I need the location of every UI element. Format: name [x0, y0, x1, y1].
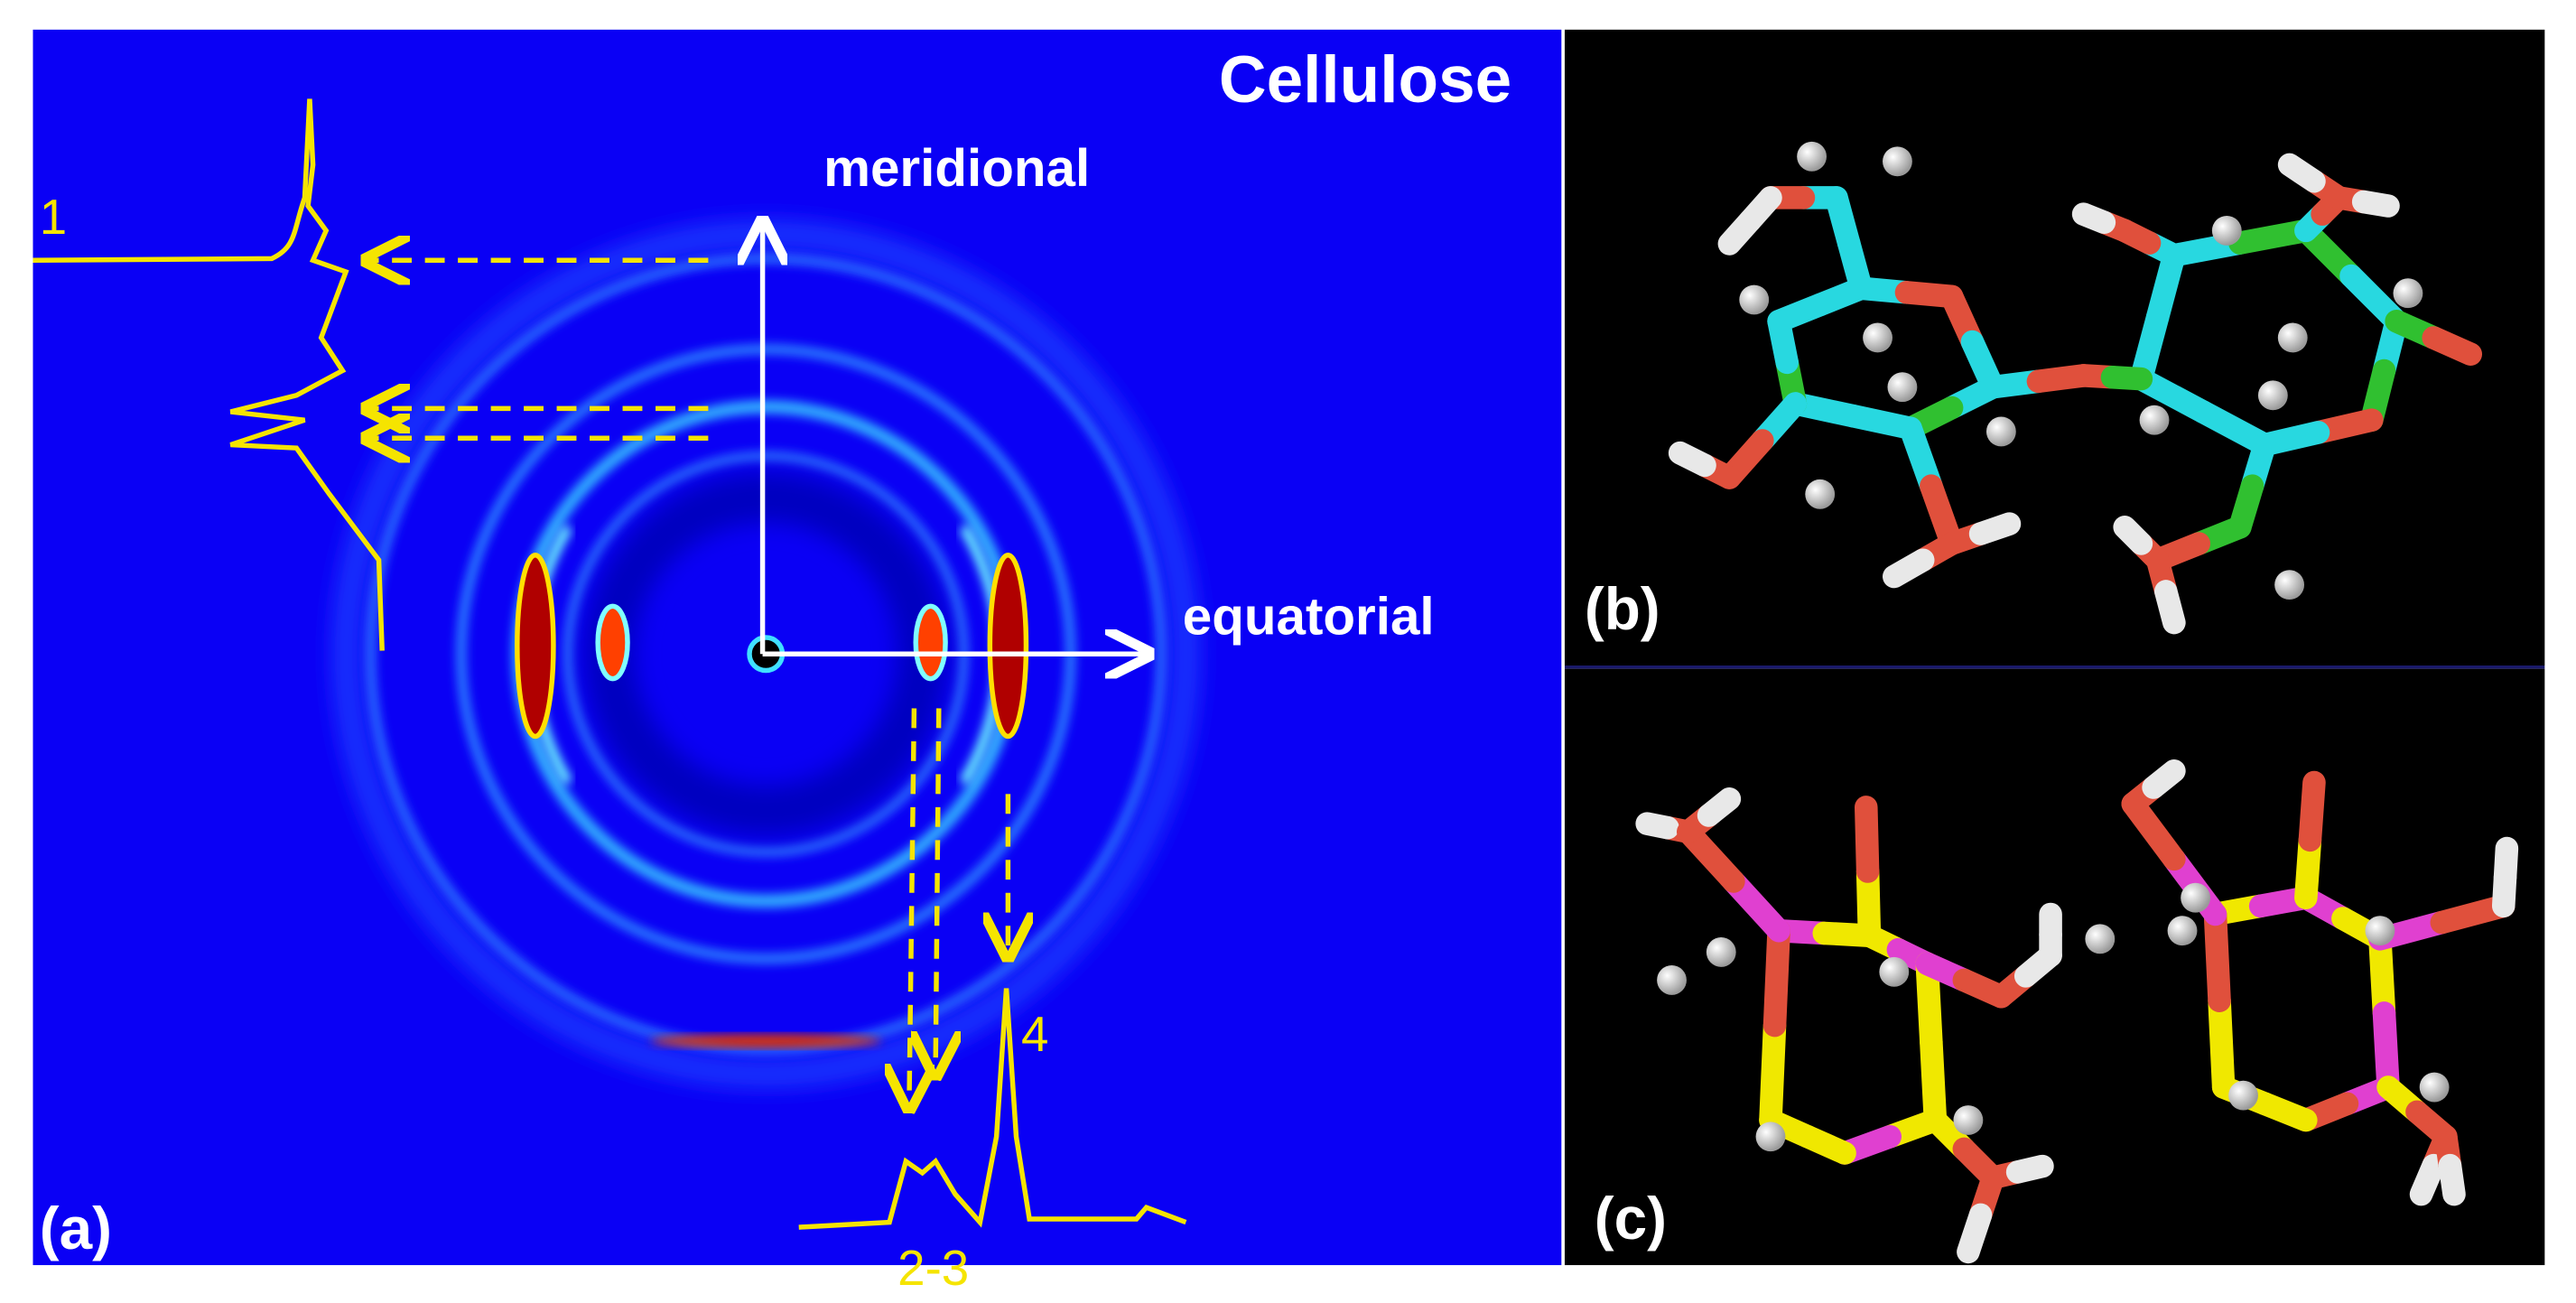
hydrogen: [1805, 479, 1836, 509]
bond: [1635, 812, 1679, 840]
bond: [2409, 1153, 2445, 1206]
bond: [2493, 836, 2519, 889]
label: equatorial: [1183, 587, 1435, 646]
bond: [2277, 153, 2326, 193]
axes-arrows: [763, 226, 1145, 654]
molecule-b: [1668, 141, 2483, 635]
shape: [595, 603, 630, 682]
shape: [33, 98, 385, 651]
label: 1: [40, 189, 67, 245]
bond: [2071, 202, 2116, 235]
bond: [1762, 918, 1790, 1038]
bond: [2351, 190, 2400, 218]
hydrogen: [2139, 405, 2170, 435]
label: (c): [1595, 1186, 1667, 1252]
shape: [650, 1034, 881, 1048]
hydrogen: [1985, 416, 2016, 447]
hydrogen: [2257, 380, 2288, 411]
bond: [2129, 367, 2215, 423]
bond: [2113, 515, 2153, 555]
hydrogen: [1657, 965, 1687, 995]
shape: [913, 603, 948, 682]
bond: [1968, 512, 2022, 545]
bond: [2142, 759, 2186, 799]
hydrogen: [2274, 570, 2305, 600]
bond: [1668, 441, 1716, 478]
bond: [2191, 400, 2277, 457]
shape: [515, 553, 556, 740]
hydrogen: [2085, 924, 2116, 954]
hydrogen: [1863, 322, 1892, 353]
bond: [1883, 548, 1935, 589]
hydrogen: [2277, 322, 2308, 353]
bond: [1957, 1203, 1993, 1264]
bond: [2203, 902, 2231, 1013]
hydrogen: [2228, 1080, 2258, 1111]
bond: [2438, 1153, 2466, 1206]
bond: [2208, 989, 2236, 1099]
hydrogen: [2393, 278, 2423, 309]
label: Cellulose: [1219, 43, 1511, 116]
divider: [1564, 665, 2545, 669]
hydrogen: [1887, 372, 1918, 403]
bond: [1717, 209, 1762, 256]
bond: [1915, 952, 1943, 1054]
hydrogen: [2167, 916, 2198, 946]
yellow-guides: [370, 260, 1008, 1103]
bond: [1920, 1030, 1948, 1132]
bond: [2298, 770, 2326, 852]
bond: [1855, 796, 1880, 883]
hydrogen: [2419, 1072, 2450, 1103]
hydrogen: [2181, 882, 2211, 913]
hydrogen: [1953, 1105, 1984, 1135]
shape: [935, 708, 939, 1070]
bond: [2422, 326, 2483, 366]
hydrogen: [2365, 916, 2395, 946]
bond: [1697, 787, 1742, 827]
bond: [1767, 309, 1799, 375]
shape: [909, 708, 914, 1103]
panel-b: (b): [1564, 29, 2545, 666]
shape: [798, 988, 1187, 1230]
hydrogen: [1797, 141, 1827, 172]
shape: [987, 553, 1029, 740]
bond: [2100, 365, 2153, 391]
hydrogen: [1755, 1122, 1786, 1152]
molecule-c: [1635, 759, 2519, 1264]
label: meridional: [823, 139, 1090, 198]
panel-c: (c): [1564, 668, 2545, 1266]
label: (a): [40, 1196, 112, 1261]
hydrogen: [1706, 937, 1736, 967]
bond: [2372, 1001, 2400, 1099]
bond: [2368, 927, 2396, 1025]
label: 4: [1021, 1006, 1048, 1062]
hydrogen: [1739, 284, 1770, 315]
label: 2-3: [897, 1240, 969, 1296]
hydrogen: [1883, 146, 1912, 177]
bond: [2005, 1154, 2054, 1184]
bond: [1759, 1013, 1787, 1132]
bond: [2154, 580, 2186, 635]
intensity-profiles: [33, 98, 1187, 1230]
panel-a: Cellulose meridional equatorial (a) 1 2-…: [33, 29, 1562, 1296]
label: (b): [1585, 576, 1660, 642]
hydrogen: [2211, 215, 2242, 246]
hydrogen: [1879, 956, 1910, 987]
